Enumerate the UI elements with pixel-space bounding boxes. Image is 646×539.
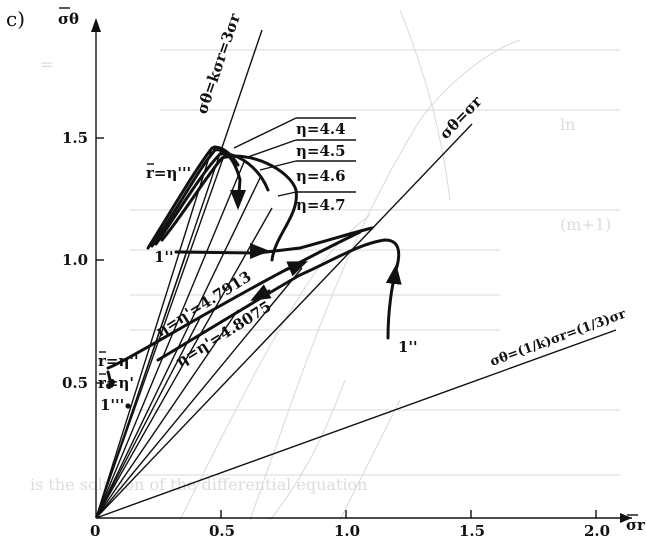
label-line-3-sigma-r: σθ=kσr=3σr (193, 10, 245, 116)
label-leaders (233, 117, 356, 197)
curve-eta-4-7 (160, 154, 298, 262)
arrow-left-down-icon (250, 284, 272, 301)
label-line-third-sigma-r: σθ=(1/k)σr=(1/3)σr (488, 307, 628, 370)
y-axis-arrow-icon (91, 18, 101, 32)
x-axis-arrow-icon (620, 513, 632, 523)
marker-r-eta (106, 383, 112, 389)
background-ghost: = ln (m+1) is the solution of the differ… (30, 9, 620, 521)
label-r-eta-double: r=η'' (98, 352, 139, 370)
curve-eta-prime-4-8075 (106, 230, 362, 370)
y-tick-label-1-0: 1.0 (62, 251, 88, 269)
x-tick-label-2-0: 2.0 (584, 522, 610, 539)
svg-text:ln: ln (560, 115, 575, 134)
label-eta-4-4: η=4.4 (296, 120, 346, 138)
y-tick-marks (96, 137, 104, 384)
point-markers (106, 145, 218, 409)
x-tick-label-1-0: 1.0 (334, 522, 360, 539)
marker-r-eta-triple (212, 145, 218, 151)
y-axis-label: σθ (58, 10, 79, 28)
x-tick-label-1-5: 1.5 (459, 522, 485, 539)
label-one-double-left: 1'' (154, 248, 174, 266)
line-sigma-theta-third-sigma-r (95, 329, 617, 519)
curve-from-one-double-prime (174, 226, 374, 255)
label-r-eta: r=η' (98, 374, 134, 392)
x-tick-label-0-5: 0.5 (209, 522, 235, 539)
marker-one-triple (125, 403, 131, 409)
y-tick-label-1-5: 1.5 (62, 129, 88, 147)
x-tick-marks (220, 510, 597, 518)
direction-arrows (230, 190, 402, 301)
arrow-up-icon (385, 264, 402, 285)
origin-label: 0 (90, 522, 100, 539)
y-tick-label-0-5: 0.5 (62, 374, 88, 392)
origin-fan-lines (95, 147, 303, 519)
label-eta-4-5: η=4.5 (296, 142, 346, 160)
svg-text:=: = (40, 55, 53, 74)
label-r-eta-triple: r=η''' (146, 164, 191, 182)
x-axis-label: σr (626, 516, 646, 534)
label-eta-4-6: η=4.6 (296, 167, 346, 185)
curve-eta-prime-4-7913 (156, 238, 401, 362)
svg-text:(m+1): (m+1) (560, 215, 611, 234)
label-one-triple: 1''' (100, 396, 124, 414)
label-eta-4-7: η=4.7 (296, 196, 346, 214)
r-label-overbars (99, 163, 154, 375)
arrow-right-up-icon (281, 261, 308, 277)
axes (91, 18, 632, 523)
curve-eta-4-6 (154, 152, 270, 246)
svg-text:is the solution of the differe: is the solution of the differential equa… (30, 475, 367, 494)
label-one-double-right: 1'' (398, 338, 418, 356)
panel-label: c) (6, 7, 25, 31)
trajectories (106, 145, 401, 388)
line-sigma-theta-equals-sigma-r (95, 123, 473, 519)
